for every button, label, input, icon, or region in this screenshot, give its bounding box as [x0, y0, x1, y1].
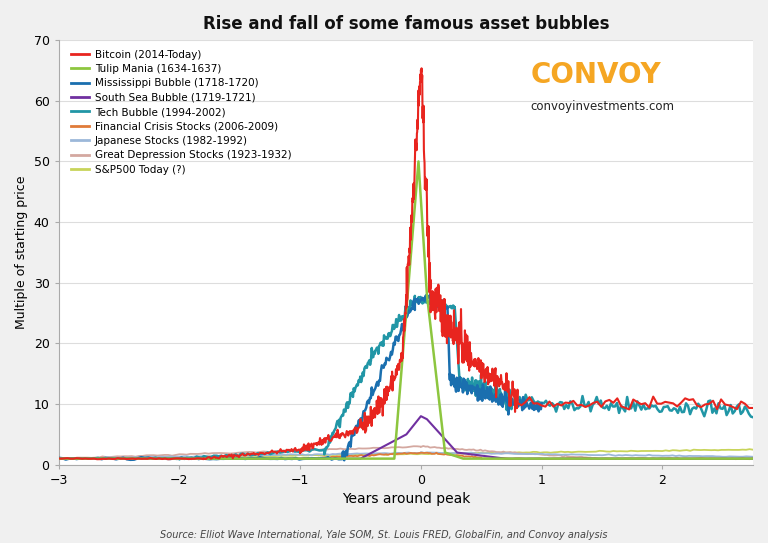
Legend: Bitcoin (2014-Today), Tulip Mania (1634-1637), Mississippi Bubble (1718-1720), S: Bitcoin (2014-Today), Tulip Mania (1634-… — [71, 49, 291, 174]
X-axis label: Years around peak: Years around peak — [342, 493, 470, 506]
Title: Rise and fall of some famous asset bubbles: Rise and fall of some famous asset bubbl… — [203, 15, 609, 33]
Text: CONVOY: CONVOY — [531, 61, 661, 90]
Text: convoyinvestments.com: convoyinvestments.com — [531, 99, 675, 112]
Y-axis label: Multiple of starting price: Multiple of starting price — [15, 175, 28, 329]
Text: Source: Elliot Wave International, Yale SOM, St. Louis FRED, GlobalFin, and Conv: Source: Elliot Wave International, Yale … — [161, 531, 607, 540]
